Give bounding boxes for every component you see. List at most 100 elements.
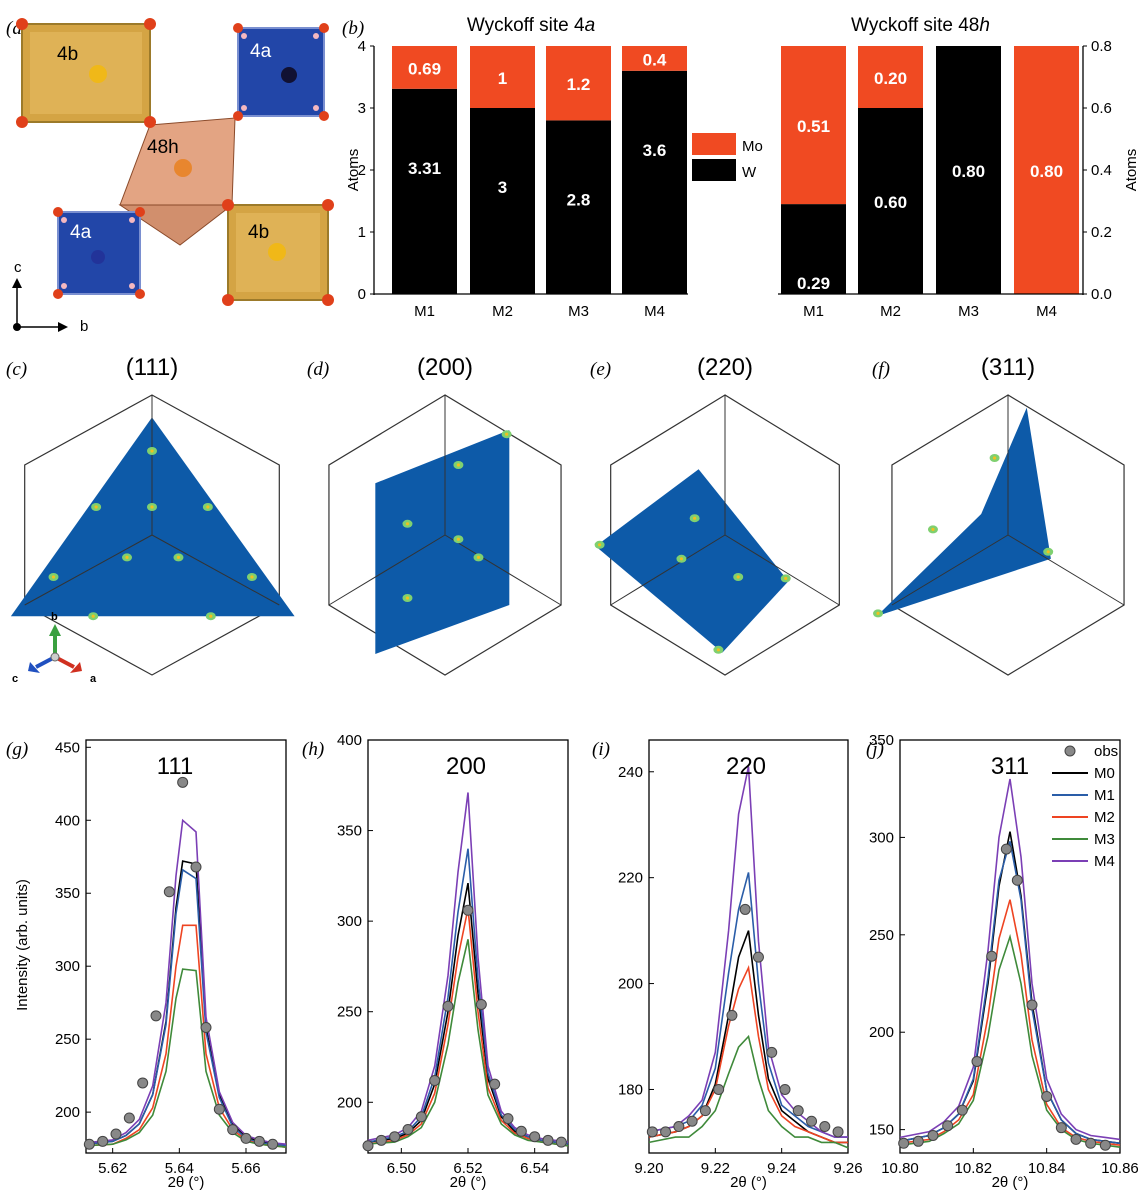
bar-w-m3 [546,120,611,295]
line-chart-title: 111 [157,753,193,780]
series-line-m2 [648,964,848,1144]
obs-point [699,1105,711,1117]
density-spot-core [784,576,788,581]
bar-category-label: M1 [414,303,435,320]
obs-point [898,1137,910,1149]
bar-mo-m1 [781,46,846,205]
obs-point [415,1111,427,1123]
obs-point [1085,1137,1097,1149]
cube-inner-edge [610,534,726,606]
obs-point [766,1046,778,1058]
axis-b-label: b [80,318,88,335]
density-spot-core [150,505,154,509]
bar-chart-title-0: Wyckoff site 4a [467,15,595,36]
bar-value-label: 1 [498,69,507,88]
bar-mo-m4 [1014,46,1079,294]
obs-point [752,951,764,963]
bar-value-label: 0.20 [874,69,907,88]
y-tick-label: 220 [618,870,643,887]
bar-y-tick-label: 0.4 [1091,162,1112,179]
bar-category-label: M4 [644,303,665,320]
cube-inner-edge [444,534,562,606]
x-tick-label: 6.50 [387,1160,416,1177]
density-spot-core [176,555,181,560]
atom-4a-top [281,67,297,83]
plot-frame [899,739,1121,1154]
density-spot-core [1046,550,1050,554]
obs-point [163,886,175,898]
bar-w-m4 [622,70,687,294]
obs-point [542,1134,554,1146]
x-tick-label: 10.80 [881,1160,919,1177]
density-spot-core [736,575,740,579]
bar-value-label: 0.29 [797,274,830,293]
series-line-m3 [367,939,569,1147]
y-tick-label: 300 [869,829,894,846]
legend-label-obs: obs [1094,743,1118,760]
obs-point [123,1112,135,1124]
y-tick-label: 350 [55,885,80,902]
atom-4a-bottom [91,250,105,264]
x-tick-label: 10.82 [955,1160,993,1177]
bar-category-label: M3 [958,303,979,320]
bar-w-m2 [470,108,535,294]
y-tick-label: 450 [55,739,80,756]
obs-point [792,1105,804,1117]
bar-category-label: M4 [1036,303,1057,320]
legend-marker-obs [1064,745,1076,757]
density-spot-core [476,555,481,560]
lattice-plane [375,430,510,654]
site-label-4b-bottom: 4b [248,222,269,243]
obs-point [956,1104,968,1116]
x-axis-label: 2θ (°) [450,1174,487,1191]
obs-point [177,776,189,788]
y-tick-label: 250 [55,1031,80,1048]
bar-w-m3 [936,46,1001,294]
wyckoff-bar-charts: (b) Wyckoff site 4a 3.31 0.69 M1 3 1 M2 2.8 1.2 M… [342,15,1140,320]
y-tick-label: 180 [618,1081,643,1098]
x-tick-label: 9.26 [833,1160,862,1177]
x-tick-label: 10.86 [1101,1160,1139,1177]
y-tick-label: 200 [618,976,643,993]
series-line-m3 [648,1034,849,1149]
bar-value-label: 0.51 [797,117,830,136]
legend-label-m4: M4 [1094,853,1115,870]
cube-inner-edge [24,534,153,606]
bar-y-axis-label: Atoms [345,149,362,192]
obs-point [97,1135,109,1147]
small-atoms [61,33,319,289]
obs-point [555,1136,567,1148]
x-axis-label: 2θ (°) [168,1174,205,1191]
y-tick-label: 200 [337,1094,362,1111]
obs-point [1099,1139,1111,1151]
plane-panels: (c) (d) (e) (f) (111) (200) (220) (311) b c a [6,354,1125,685]
lattice-plane [10,417,295,617]
bar-value-label: 1.2 [567,75,591,94]
bar-w-m1 [781,204,846,294]
y-tick-label: 350 [869,732,894,749]
obs-point [240,1132,252,1144]
obs-point [150,1010,162,1022]
obs-point [83,1138,95,1150]
obs-point [475,998,487,1010]
triad-b-head [49,624,61,636]
bar-mo-m3 [546,46,611,121]
obs-point [502,1113,514,1125]
cube-inner-edge [151,534,280,606]
obs-point [912,1135,924,1147]
x-tick-label: 9.24 [767,1160,796,1177]
bar-value-label: 0.80 [952,162,985,181]
bar-chart-title-site: h [979,15,990,36]
density-spot-core [405,596,410,600]
obs-point [362,1140,374,1152]
cube-outline [24,394,280,676]
legend-swatch-w [692,159,736,181]
series-line-m3 [899,933,1121,1148]
obs-point [227,1124,239,1136]
plot-frame [85,739,287,1154]
cube-inner-edge [1007,534,1125,606]
density-spot-core [456,463,460,467]
obs-point [267,1138,279,1150]
line-chart-title: 200 [446,753,486,780]
atom-48h [174,159,192,177]
